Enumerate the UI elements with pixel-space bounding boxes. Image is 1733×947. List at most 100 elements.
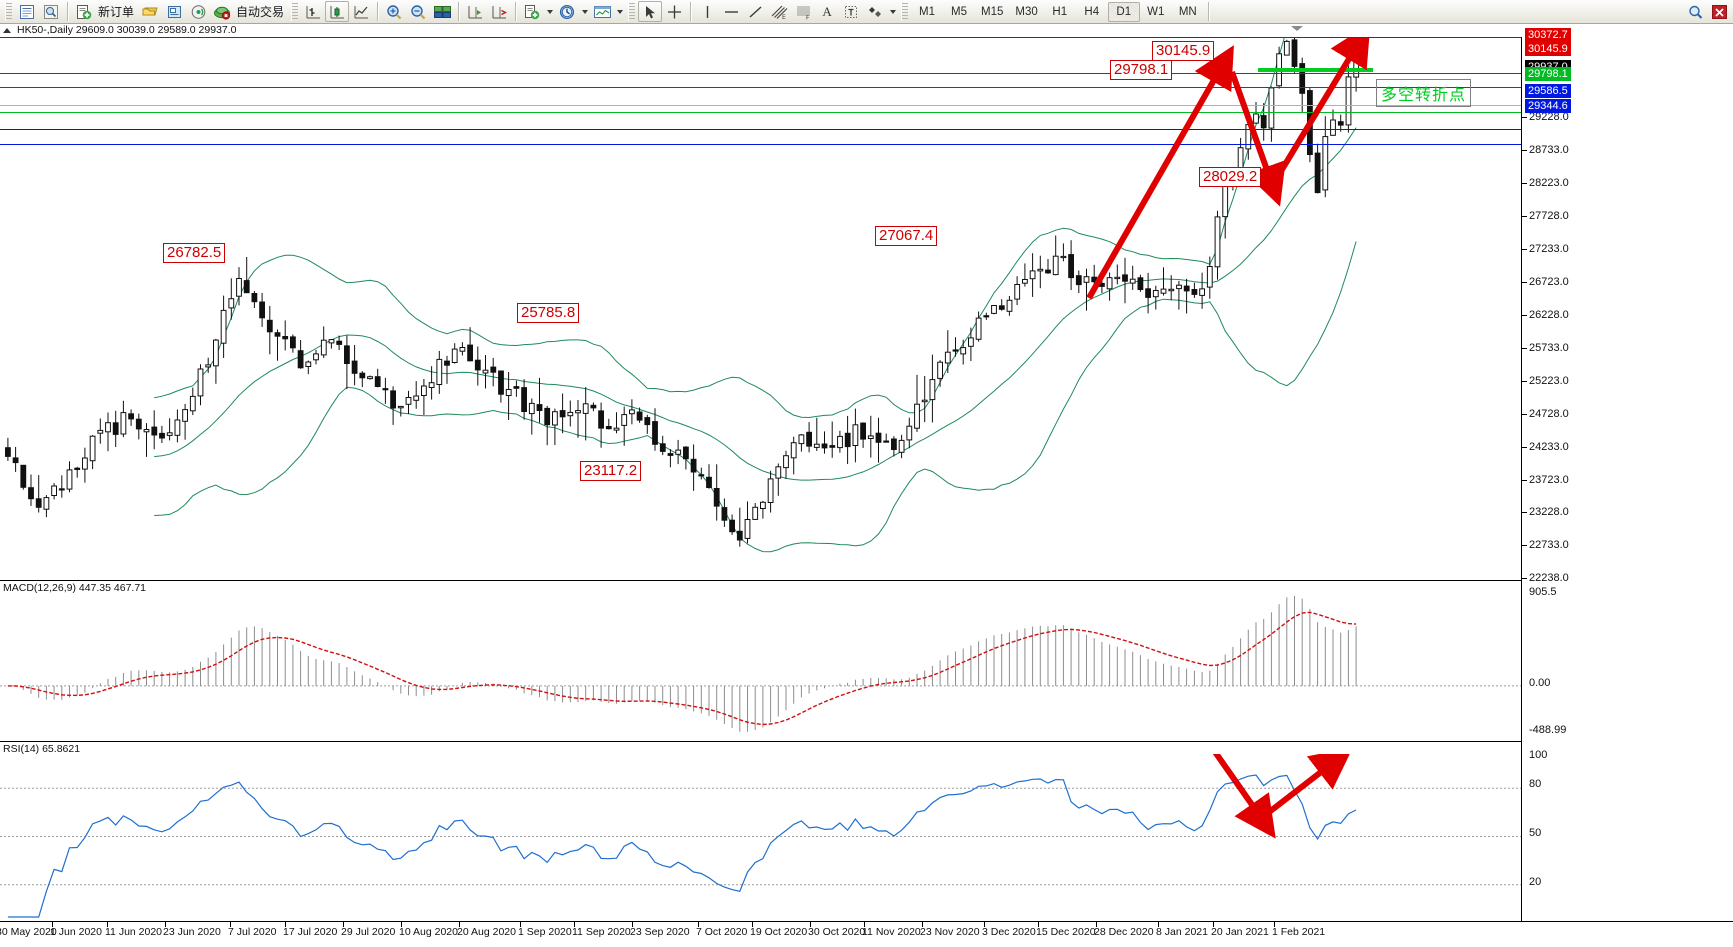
line-chart-icon[interactable] [349,1,373,22]
price-axis-tick [1522,315,1527,316]
date-axis-label: 11 Nov 2020 [862,926,921,938]
date-axis-label: 30 Oct 2020 [808,926,866,938]
date-axis-label: 1 Feb 2021 [1272,926,1326,938]
price-label-25785[interactable]: 25785.8 [517,303,580,323]
svg-text:E: E [782,14,786,20]
toolbar-grip[interactable] [5,2,12,21]
zoom-out-icon[interactable] [406,1,430,22]
add-indicator-icon[interactable] [520,1,544,22]
toolbar-grip-2[interactable] [291,2,299,21]
price-label-30145[interactable]: 30145.9 [1152,41,1215,61]
macd-canvas[interactable] [0,593,1521,736]
chart-shift-marker-icon[interactable] [1291,26,1303,31]
rsi-pane-divider [0,741,1521,742]
timeframe-d1[interactable]: D1 [1107,1,1140,22]
chart-shift-icon[interactable] [463,1,487,22]
axis-chip-29344[interactable]: 29344.6 [1525,99,1571,113]
axis-chip-30145[interactable]: 30145.9 [1525,42,1571,56]
signals-icon[interactable] [186,1,210,22]
auto-trading-label[interactable]: 自动交易 [236,5,285,19]
shapes-dropdown-caret-icon[interactable] [887,1,898,22]
trendline-icon[interactable] [743,1,767,22]
rsi-pane[interactable] [0,754,1521,920]
fibonacci-icon[interactable]: F [791,1,815,22]
text-label-icon[interactable] [839,1,863,22]
price-label-23117[interactable]: 23117.2 [580,461,642,481]
news-icon[interactable] [162,1,186,22]
price-axis-tick [1522,282,1527,283]
timeframe-w1[interactable]: W1 [1147,5,1165,18]
templates-dropdown-caret-icon[interactable] [614,1,625,22]
cursor-icon[interactable] [638,1,663,22]
candlestick-chart-icon[interactable] [325,1,350,22]
timeframe-m15[interactable]: M15 [981,5,1004,18]
timeframe-m5[interactable]: M5 [951,5,968,18]
bar-chart-icon[interactable] [301,1,325,22]
toolbar-separator-5 [690,2,692,21]
new-order-label[interactable]: 新订单 [98,5,135,19]
chinese-annotation-label[interactable]: 多空转折点 [1376,79,1472,107]
level-line-29798 [0,112,1521,113]
date-axis-tick [810,922,811,927]
toolbar-separator [67,2,68,21]
timeframe-m1[interactable]: M1 [919,5,936,18]
price-axis-tick [1522,117,1527,118]
date-axis-tick [1038,922,1039,927]
price-chart-canvas[interactable] [0,38,1521,580]
price-axis-label: 25733.0 [1529,342,1569,354]
axis-chip-29798[interactable]: 29798.1 [1525,67,1571,81]
timeframe-h4[interactable]: H4 [1084,5,1100,18]
date-axis-label: 11 Sep 2020 [572,926,631,938]
date-axis-tick [343,922,344,927]
period-dropdown-caret-icon[interactable] [579,1,590,22]
data-window-icon[interactable] [39,1,63,22]
price-label-28029[interactable]: 28029.2 [1199,167,1262,187]
folder-icon[interactable] [138,1,162,22]
toolbar-grip-3[interactable] [628,2,636,21]
level-line-30145 [0,87,1521,88]
macd-axis-label: -488.99 [1529,724,1567,736]
price-axis-label: 28223.0 [1529,177,1569,189]
toolbar-separator-4 [515,2,517,21]
templates-icon[interactable] [590,1,614,22]
horizontal-line-icon[interactable] [719,1,743,22]
timeframe-m30[interactable]: M30 [1015,5,1038,18]
axis-chip-30372[interactable]: 30372.7 [1525,28,1571,42]
price-label-26782[interactable]: 26782.5 [163,243,226,263]
price-chart-pane[interactable] [0,38,1521,580]
tile-windows-icon[interactable] [430,1,454,22]
price-axis[interactable]: 29228.0 28733.0 28223.0 27728.0 27233.0 26723… [1522,28,1733,921]
crosshair-icon[interactable] [662,1,686,22]
new-order-icon[interactable] [72,1,96,22]
timeframe-h1[interactable]: H1 [1052,5,1068,18]
rsi-canvas[interactable] [0,754,1521,920]
macd-header: MACD(12,26,9) 447.35 467.71 [3,582,147,594]
period-clock-icon[interactable] [555,1,579,22]
timeframe-mn[interactable]: MN [1178,5,1197,18]
indicator-dropdown-caret-icon[interactable] [544,1,555,22]
vertical-line-icon[interactable] [695,1,719,22]
price-axis-tick [1522,216,1527,217]
date-axis-label: 7 Jul 2020 [228,926,277,938]
date-axis[interactable]: 30 May 2020 1 Jun 2020 11 Jun 2020 23 Jun 2… [0,921,1733,947]
search-icon[interactable] [1683,1,1707,22]
price-label-27067[interactable]: 27067.4 [875,226,938,246]
axis-chip-29586[interactable]: 29586.5 [1525,84,1571,98]
toolbar-grip-4[interactable] [901,2,909,21]
text-icon[interactable]: A [822,3,832,19]
macd-pane[interactable] [0,593,1521,736]
auto-trading-icon[interactable] [210,1,234,22]
date-axis-tick [1096,922,1097,927]
close-icon[interactable] [1707,1,1731,22]
shapes-icon[interactable] [863,1,887,22]
price-label-29798[interactable]: 29798.1 [1110,60,1173,80]
equidistant-channel-icon[interactable]: E [767,1,791,22]
auto-scroll-icon[interactable] [487,1,511,22]
date-axis-label: 20 Aug 2020 [457,926,516,938]
zoom-in-icon[interactable] [382,1,406,22]
date-axis-label: 19 Oct 2020 [750,926,808,938]
chart-collapse-icon[interactable] [3,27,11,33]
chart-header-divider [0,37,1521,38]
market-watch-icon[interactable] [15,1,39,22]
price-axis-label: 25223.0 [1529,375,1569,387]
